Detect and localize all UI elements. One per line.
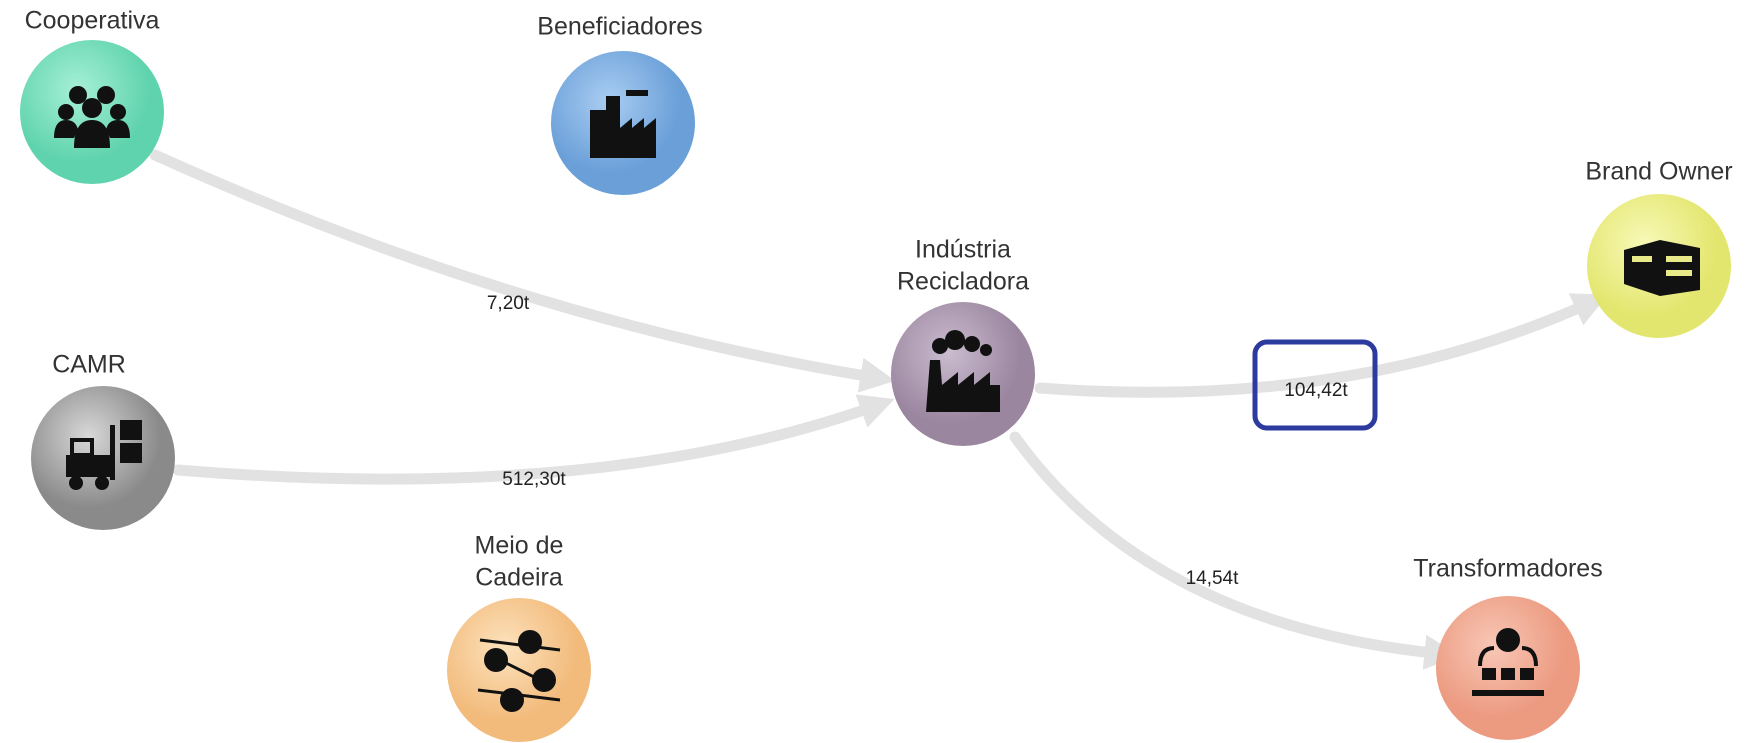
node[interactable]: Cooperativa bbox=[20, 7, 164, 184]
node-label: Cooperativa bbox=[25, 7, 160, 35]
node[interactable]: Brand Owner bbox=[1585, 158, 1733, 338]
edge-label: 7,20t bbox=[487, 293, 530, 314]
node-label: CAMR bbox=[52, 351, 126, 379]
node-label: Transformadores bbox=[1413, 555, 1602, 583]
node-label: Indústria bbox=[915, 236, 1011, 264]
highlight-box bbox=[1252, 339, 1378, 431]
icon bbox=[1472, 628, 1544, 696]
node[interactable]: CAMR bbox=[31, 351, 175, 530]
icon bbox=[477, 630, 561, 712]
node[interactable]: Meio de Cadeira bbox=[447, 532, 591, 742]
node[interactable]: Beneficiadores bbox=[537, 13, 703, 195]
node[interactable]: Transformadores bbox=[1413, 555, 1603, 740]
node-label: Cadeira bbox=[475, 564, 563, 592]
edge bbox=[172, 394, 895, 485]
edge-label: 512,30t bbox=[502, 469, 566, 490]
edge-label: 14,54t bbox=[1186, 568, 1240, 589]
icon bbox=[926, 330, 1000, 412]
icon bbox=[1624, 240, 1700, 296]
edge bbox=[149, 149, 896, 393]
icon bbox=[590, 90, 656, 158]
edge-label: 104,42t bbox=[1284, 380, 1348, 401]
node-label: Recicladora bbox=[897, 268, 1029, 296]
edge bbox=[1009, 431, 1460, 670]
node-label: Brand Owner bbox=[1585, 158, 1732, 186]
node-circle bbox=[891, 302, 1035, 446]
node-label: Meio de bbox=[475, 532, 564, 560]
node-label: Beneficiadores bbox=[537, 13, 702, 41]
node[interactable]: Indústria Recicladora bbox=[891, 236, 1035, 446]
node-circle bbox=[551, 51, 695, 195]
edge bbox=[1034, 293, 1609, 398]
icon bbox=[66, 420, 142, 490]
icon bbox=[54, 86, 130, 148]
